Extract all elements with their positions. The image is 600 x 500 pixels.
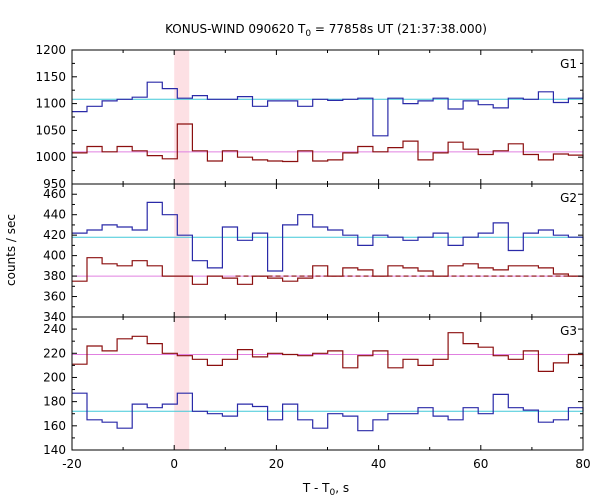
series-g1-red bbox=[72, 123, 584, 163]
y-tick-label: 1150 bbox=[35, 70, 66, 84]
y-tick-label: 220 bbox=[43, 346, 66, 360]
y-tick-label: 440 bbox=[43, 208, 66, 222]
y-axis-label: counts / sec bbox=[4, 214, 18, 286]
highlight-band bbox=[174, 50, 190, 450]
panel-label: G2 bbox=[560, 191, 577, 205]
panel-g2: 340 360 380 400 420 440 460 G2 bbox=[43, 183, 584, 324]
series-g3-blue bbox=[72, 392, 584, 432]
panel-frame bbox=[71, 49, 584, 185]
y-tick-label: 200 bbox=[43, 370, 66, 384]
y-tick-label: 180 bbox=[43, 395, 66, 409]
y-tick-label: 240 bbox=[43, 322, 66, 336]
y-tick-label: 1200 bbox=[35, 43, 66, 57]
x-tick-label: 60 bbox=[473, 457, 488, 471]
y-tick-label: 140 bbox=[43, 443, 66, 457]
panel-label: G1 bbox=[560, 57, 577, 71]
y-tick-label: 340 bbox=[43, 310, 66, 324]
x-tick-label: 40 bbox=[371, 457, 386, 471]
series-g2-red bbox=[72, 257, 584, 285]
chart-title: KONUS-WIND 090620 T0 = 77858s UT (21:37:… bbox=[165, 22, 487, 39]
y-tick-label: 380 bbox=[43, 269, 66, 283]
panel-frame bbox=[71, 183, 584, 318]
y-tick-label: 420 bbox=[43, 228, 66, 242]
x-tick-label: 20 bbox=[269, 457, 284, 471]
x-axis-label: T - T0, s bbox=[302, 481, 349, 498]
series-g3-red bbox=[72, 332, 584, 372]
panel-g1: 950 1000 1050 1100 1150 1200 G1 bbox=[35, 43, 584, 191]
y-tick-label: 360 bbox=[43, 290, 66, 304]
y-tick-label: 1000 bbox=[35, 150, 66, 164]
y-tick-label: 160 bbox=[43, 419, 66, 433]
series-g1-blue bbox=[72, 81, 584, 137]
y-tick-label: 460 bbox=[43, 187, 66, 201]
x-tick-label: 0 bbox=[170, 457, 178, 471]
x-tick-label: -20 bbox=[62, 457, 82, 471]
y-tick-label: 1100 bbox=[35, 97, 66, 111]
series-g2-blue bbox=[72, 201, 584, 272]
panel-frame bbox=[71, 316, 584, 451]
y-tick-label: 1050 bbox=[35, 123, 66, 137]
x-tick-label: 80 bbox=[575, 457, 590, 471]
y-tick-label: 400 bbox=[43, 249, 66, 263]
panel-g3: 140 160 180 200 220 240 G3 bbox=[43, 316, 584, 457]
y-tick-label: 950 bbox=[43, 177, 66, 191]
panel-label: G3 bbox=[560, 324, 577, 338]
